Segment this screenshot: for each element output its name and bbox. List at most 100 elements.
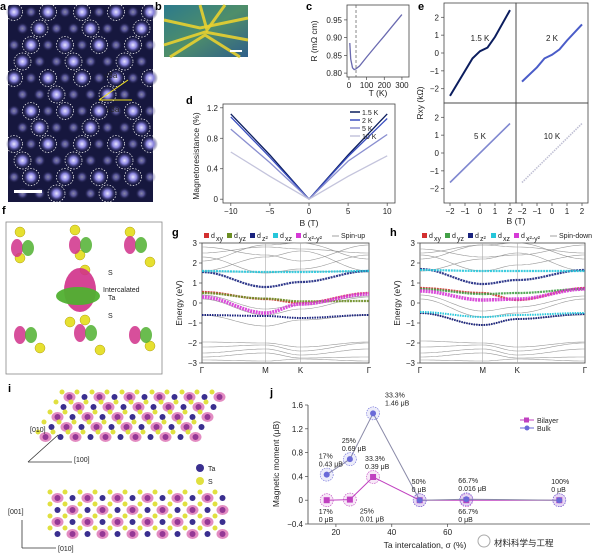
atom-spot [74,136,90,152]
atom-spot [101,55,114,68]
legend-label: d [429,233,433,240]
atom-spot [76,171,88,183]
panel-label-g: g [172,227,179,239]
atom-spot [50,22,63,35]
sulfur-atom [94,344,106,356]
spin-density-lobe [99,432,112,442]
atom-spot [67,88,80,101]
atom-spot [127,72,139,84]
spin-density-lobe [25,327,37,343]
y-tick-label: 0.95 [326,16,342,25]
superlattice-circle [124,102,142,120]
data-point-bulk [370,410,377,417]
atom-spot [33,154,46,167]
x-axis-label: B (T) [507,216,526,226]
hall-curve-2 [449,122,511,184]
subplot-temperature-label: 2 K [546,34,559,43]
sulfur-atom [167,501,173,507]
legend-label: d [498,233,502,240]
watermark-logo-icon [477,534,491,548]
legend-swatch [468,233,473,238]
superlattice-circle [73,3,91,21]
legend-label: d [452,233,456,240]
legend-label: d [303,233,307,240]
band-line [420,358,585,362]
band-line [202,244,370,262]
sulfur-atom [86,419,92,425]
band-line [420,340,585,348]
panel-label-e: e [418,1,424,13]
tantalum-atom [180,404,187,410]
sulfur-atom [77,525,83,531]
tantalum-atom [54,507,61,513]
sulfur-atom [182,489,188,495]
atom-spot [57,103,73,119]
point-label: 0.43 μB [319,462,344,469]
superlattice-circle [132,118,151,137]
sulfur-atom [137,409,143,415]
y-tick-label: 1.2 [207,104,219,113]
projected-band [420,311,585,318]
sulfur-atom [125,429,131,435]
superlattice-circle [98,184,117,203]
sulfur-atom [197,501,203,507]
band-line [202,342,369,352]
panel-label-f: f [2,205,6,217]
spin-density-lobe [69,432,82,442]
atom-spot [40,70,56,86]
sulfur-atom [152,525,158,531]
sulfur-atom [59,389,65,395]
atom-spot [16,187,29,200]
spin-density-lobe [189,432,202,442]
atom-spot [125,103,141,119]
atom-spot [14,152,31,169]
sulfur-atom [144,256,156,268]
sulfur-atom [124,226,136,238]
sulfur-atom [47,489,53,495]
sulfur-atom [107,409,113,415]
projected-band-yz [420,287,585,296]
point-label: 0.01 μB [360,517,385,524]
spin-density-lobe [216,529,229,539]
plot-frame [515,2,589,104]
spin-density-lobe [150,422,163,432]
y-axis-label: Magnetoresistance (%) [191,112,201,200]
atom-spot [82,20,99,37]
superlattice-circle [141,69,159,87]
panel-c-resistance-plot: c 0 100 200 300 0.80 0.85 0.90 0.95 T (K) R (mΩ cm… [306,1,410,98]
subplot-temperature-label: 1.5 K [471,34,490,43]
atom-spot [142,70,158,86]
tantalum-atom [198,424,205,430]
point-label: 0 μB [319,517,334,524]
point-label: 17% [319,454,333,461]
sulfur-atom [209,389,215,395]
atom-spot [16,22,29,35]
spin-density-lobe [171,412,184,422]
spin-density-lobe [124,236,136,254]
point-label: 50% [412,479,426,486]
point-label: 0.016 μB [458,486,486,493]
atom-spot [48,185,65,202]
band-line [419,252,586,272]
spin-density-lobe [69,236,81,254]
spin-density-lobe [192,402,205,412]
superlattice-circle [64,151,83,170]
atom-spot [67,121,80,134]
data-point-bulk [323,471,330,478]
sulfur-atom [182,409,188,415]
y-tick-label: 0 [435,49,440,58]
y-tick-label: 1 [411,279,416,288]
data-point-bulk [463,496,470,503]
superlattice-circle [107,3,125,21]
label-s: S [108,313,113,320]
sulfur-atom [164,389,170,395]
legend-swatch [445,233,450,238]
band-line [419,294,585,312]
panel-label-a: a [0,1,7,13]
tantalum-atom [117,434,124,440]
spin-density-lobe [123,392,136,402]
legend-label: Bilayer [537,418,559,425]
watermark: 材料科学与工程 [477,534,554,548]
spin-legend-label: Spin-down [559,233,592,240]
superlattice-circle [73,135,91,153]
